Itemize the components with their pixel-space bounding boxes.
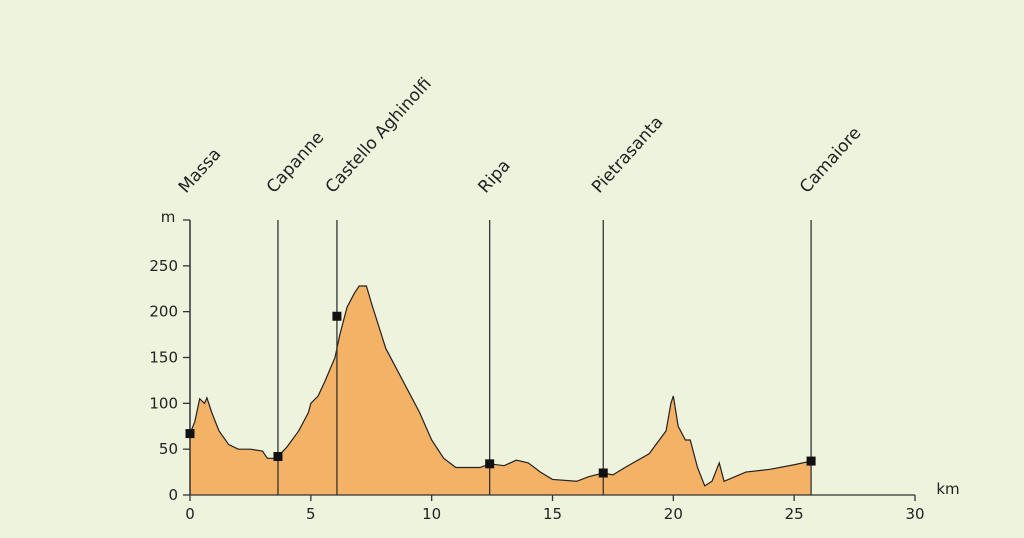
waypoint-marker [485,459,495,469]
y-tick-label: 100 [149,394,178,412]
y-tick-label: 250 [149,257,178,275]
x-tick-label: 0 [185,505,195,523]
x-tick-label: 20 [664,505,683,523]
y-axis-label: m [161,208,176,226]
y-tick-label: 200 [149,303,178,321]
waypoint-label: Massa [175,144,225,197]
waypoint-label: Capanne [263,128,328,198]
waypoint-label: Ripa [475,156,515,197]
y-tick-label: 0 [168,486,178,504]
waypoint-marker [185,429,195,439]
waypoint-marker [273,452,283,461]
x-tick-label: 10 [422,505,441,523]
elevation-area [190,286,812,495]
y-tick-label: 150 [149,349,178,367]
waypoint-label: Camaiore [796,123,865,197]
y-tick-label: 50 [159,440,178,458]
x-tick-label: 5 [306,505,316,523]
x-tick-label: 25 [785,505,804,523]
waypoint-marker [598,468,608,478]
x-tick-label: 30 [905,505,924,523]
x-axis-label: km [936,480,959,498]
waypoint-marker [806,456,816,466]
x-tick-label: 15 [543,505,562,523]
waypoint-marker [332,311,342,321]
elevation-line [189,285,812,487]
waypoint-label: Pietrasanta [588,112,667,197]
waypoint-label: Castello Aghinolfi [322,74,436,197]
